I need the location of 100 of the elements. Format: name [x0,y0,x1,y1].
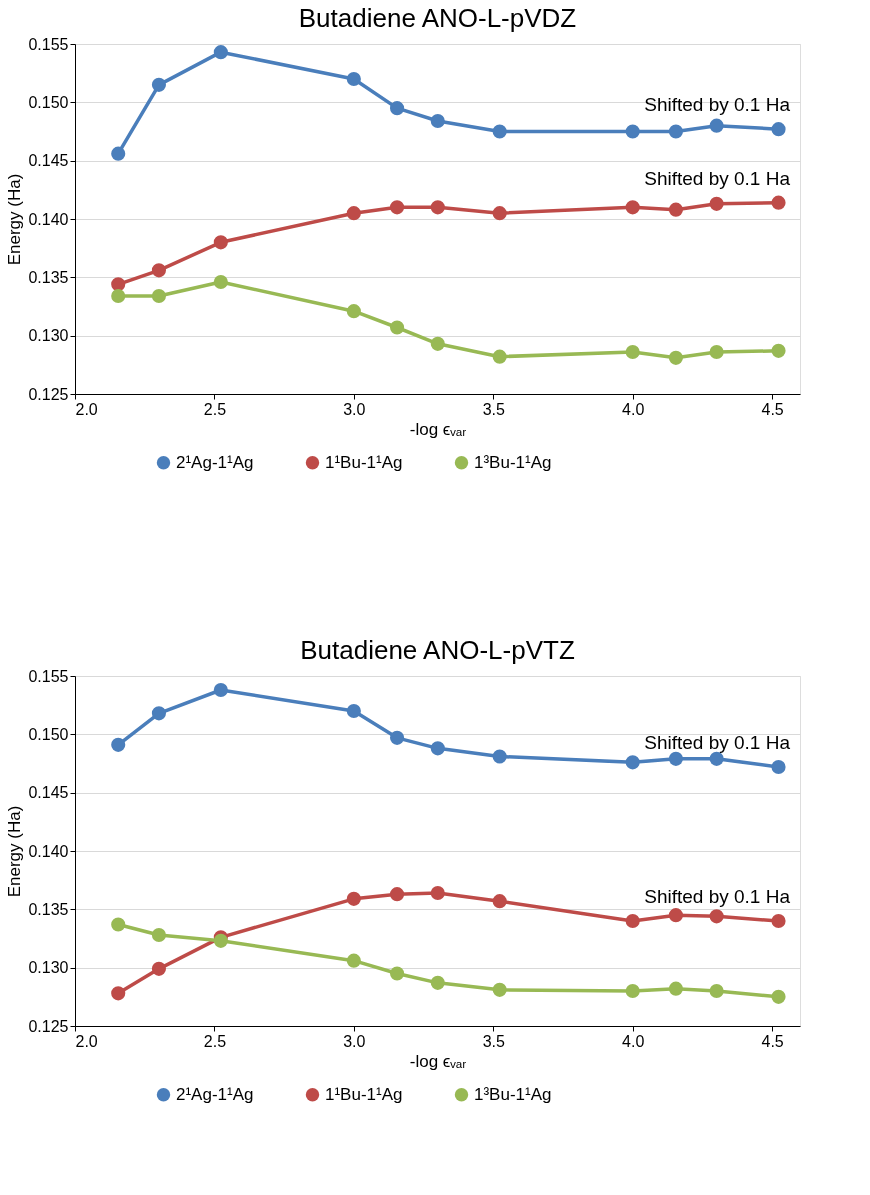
point [625,124,640,139]
point [390,200,405,215]
point [625,755,640,770]
y-tick-label: 0.155 [28,35,69,53]
point [430,975,445,990]
y-tick-label: 0.135 [28,268,69,286]
y-tick-label: 0.125 [28,385,69,403]
point [771,343,786,358]
x-tick-label: 2.5 [203,400,227,418]
point [625,200,640,215]
point [709,983,724,999]
point [346,703,361,719]
x-tick-label: 2.5 [203,1032,227,1050]
point [668,350,683,365]
point [213,682,228,698]
point [111,277,126,292]
y-axis-title: Energy (Ha) [5,805,25,898]
x-tick-label: 2.0 [75,400,98,418]
y-tick-label: 0.145 [28,784,69,802]
point [346,206,361,221]
y-tick-label: 0.140 [28,842,69,860]
annotation: Shifted by 0.1 Ha [644,886,791,907]
point [346,71,361,87]
x-tick-label: 3.5 [482,1032,505,1050]
y-tick-label: 0.135 [28,900,69,918]
legend-label: 1³Bu-1¹Ag [474,452,552,472]
point [492,982,507,997]
point [771,989,786,1004]
point [151,706,166,721]
x-axis-title: -log ϵᵥₐᵣ [409,419,467,439]
point [625,983,640,999]
legend-label: 1¹Bu-1¹Ag [325,1084,403,1104]
point [111,986,126,1001]
x-tick-label: 3.5 [482,400,505,418]
point [390,887,405,902]
point [625,344,640,360]
y-tick-label: 0.150 [28,725,69,743]
point [430,336,445,351]
point [492,124,507,139]
point [709,118,724,133]
point [771,122,786,137]
point [346,953,361,968]
point [430,741,445,756]
point [213,45,228,60]
x-tick-label: 4.0 [622,400,645,418]
point [390,101,405,116]
point [151,927,166,943]
x-axis-title: -log ϵᵥₐᵣ [409,1051,467,1071]
point [492,894,507,909]
point [151,77,166,92]
legend-label: 2¹Ag-1¹Ag [176,452,254,472]
point [625,913,640,929]
y-tick-label: 0.130 [28,959,69,977]
point [390,966,405,981]
y-tick-label: 0.130 [28,327,69,345]
point [346,891,361,906]
x-tick-label: 4.0 [622,1032,645,1050]
annotation: Shifted by 0.1 Ha [644,167,791,189]
point [492,349,507,364]
point [430,113,445,129]
y-tick-label: 0.140 [28,210,69,228]
y-tick-label: 0.155 [28,667,69,685]
x-tick-label: 3.0 [343,400,366,418]
point [668,751,683,766]
x-tick-label: 2.0 [75,1032,98,1050]
point [346,304,361,319]
point [151,961,166,976]
point [111,737,126,752]
point [668,981,683,996]
point [213,235,228,250]
point [709,196,724,211]
point [709,909,724,924]
annotation: Shifted by 0.1 Ha [644,94,791,116]
point [390,320,405,335]
y-tick-label: 0.145 [28,152,69,170]
point [111,146,126,161]
y-tick-label: 0.150 [28,93,69,111]
point [390,730,405,745]
point [492,749,507,764]
point [213,274,228,290]
point [668,202,683,217]
x-tick-label: 3.0 [343,1032,366,1050]
legend-label: 1³Bu-1¹Ag [474,1084,552,1104]
y-tick-label: 0.125 [28,1017,69,1035]
point [430,885,445,901]
point [111,917,126,932]
point [111,288,126,304]
point [771,913,786,929]
legend-label: 1¹Bu-1¹Ag [325,452,403,472]
legend-label: 2¹Ag-1¹Ag [176,1084,254,1104]
chart-title: Butadiene ANO-L-pVDZ [298,3,577,33]
point [668,908,683,923]
point [668,124,683,139]
point [709,344,724,360]
x-tick-label: 4.5 [761,400,784,418]
point [492,206,507,221]
annotation: Shifted by 0.1 Ha [644,732,791,753]
x-tick-label: 4.5 [761,1032,784,1050]
point [430,200,445,215]
y-axis-title: Energy (Ha) [5,173,25,266]
